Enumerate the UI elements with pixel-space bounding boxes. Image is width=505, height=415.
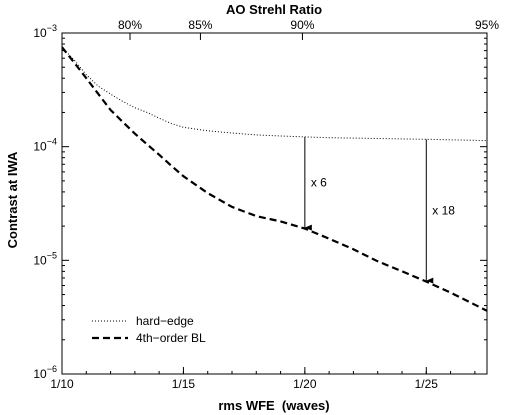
legend-label: hard−edge xyxy=(136,314,194,328)
y-tick-label: 10−4 xyxy=(33,137,57,154)
x-tick-label: 1/25 xyxy=(415,377,439,391)
series-line-1 xyxy=(62,46,487,312)
chart-title: AO Strehl Ratio xyxy=(226,2,322,17)
y-tick-label: 10−5 xyxy=(33,250,57,267)
x-axis-label: rms WFE (waves) xyxy=(218,398,329,413)
series-line-0 xyxy=(62,46,487,142)
x-tick-label: 1/15 xyxy=(172,377,196,391)
y-axis-label: Contrast at IWA xyxy=(5,151,20,248)
plot-frame xyxy=(61,32,488,375)
y-tick-label: 10−3 xyxy=(33,23,57,40)
top-axis-tick-label: 80% xyxy=(118,18,142,32)
annotation-label: x 6 xyxy=(311,176,327,190)
top-axis-tick-label: 95% xyxy=(475,18,499,32)
y-tick-label: 10−6 xyxy=(33,364,57,381)
x-tick-label: 1/20 xyxy=(293,377,317,391)
top-axis-tick-label: 90% xyxy=(290,18,314,32)
plot-area: 10−3 10−4 10−5 10−61/10 1/15 1/20 1/25 80% 85% 90… xyxy=(33,18,499,391)
x-tick-label: 1/10 xyxy=(50,377,74,391)
legend-label: 4th−order BL xyxy=(136,331,206,345)
top-axis-tick-label: 85% xyxy=(188,18,212,32)
annotation-label: x 18 xyxy=(432,203,455,217)
